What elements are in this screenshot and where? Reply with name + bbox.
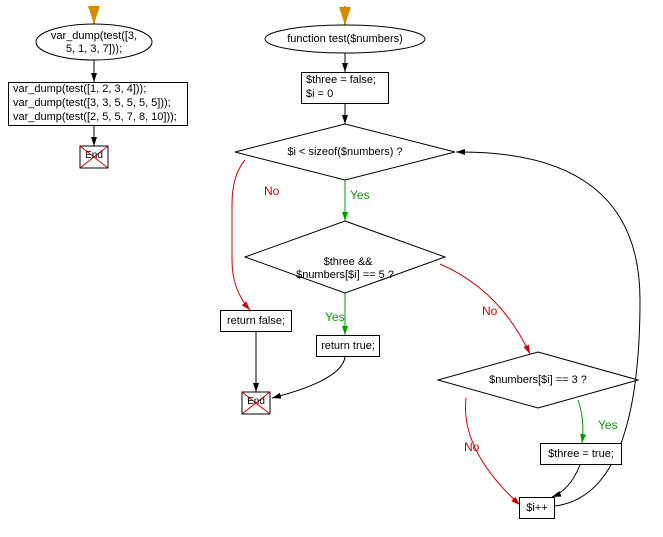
edge-cond2-no: No xyxy=(482,304,497,318)
right-end-label: End xyxy=(242,396,270,407)
cond2-label: $three && $numbers[$i] == 5 ? xyxy=(270,244,420,282)
incr-box: $i++ xyxy=(519,497,555,519)
edge-cond1-no: No xyxy=(264,184,279,198)
call-line-3: var_dump(test([2, 5, 5, 7, 8, 10])); xyxy=(13,111,177,125)
ret-true-box: return true; xyxy=(316,335,380,357)
call-line-2: var_dump(test([3, 3, 5, 5, 5, 5])); xyxy=(13,97,171,111)
left-end-label: End xyxy=(80,150,108,161)
init-box: $three = false; $i = 0 xyxy=(301,72,389,104)
calls-box: var_dump(test([1, 2, 3, 4])); var_dump(t… xyxy=(8,82,188,126)
ret-false-box: return false; xyxy=(220,310,292,332)
edge-cond3-no: No xyxy=(464,440,479,454)
init-line-2: $i = 0 xyxy=(306,88,333,102)
cond3-label: $numbers[$i] == 3 ? xyxy=(458,374,618,386)
edge-cond2-yes: Yes xyxy=(325,310,345,324)
call-line-1: var_dump(test([1, 2, 3, 4])); xyxy=(13,83,146,97)
three-true-box: $three = true; xyxy=(540,443,622,465)
init-line-1: $three = false; xyxy=(306,74,376,88)
func-ellipse-label: function test($numbers) xyxy=(265,33,425,45)
edge-cond3-yes: Yes xyxy=(598,418,618,432)
left-start-ellipse-label: var_dump(test([3, 5, 1, 3, 7])); xyxy=(36,30,152,56)
edge-cond1-yes: Yes xyxy=(350,188,370,202)
cond1-label: $i < sizeof($numbers) ? xyxy=(265,146,425,158)
